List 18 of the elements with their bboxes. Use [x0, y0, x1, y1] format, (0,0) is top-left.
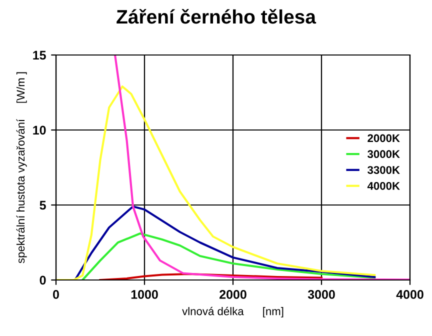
x-tick-label: 0	[53, 290, 59, 299]
y-tick-label: 0	[40, 276, 46, 285]
x-tick-label: 4000	[396, 290, 424, 299]
x-axis-title: vlnová délka [nm]	[182, 306, 284, 318]
legend-label: 4000K	[367, 182, 400, 190]
x-tick-label: 2000	[220, 290, 246, 299]
legend-label: 3000K	[368, 150, 400, 158]
x-tick-label: 3000	[308, 290, 335, 299]
legend-label: 2000K	[368, 134, 400, 142]
chart-title: Záření černého tělesa	[116, 9, 316, 24]
line-series	[74, 205, 376, 280]
line-series	[82, 232, 376, 280]
y-tick-label: 5	[40, 200, 46, 210]
y-tick-label: 15	[33, 50, 46, 60]
y-tick-label: 10	[33, 126, 46, 135]
y-axis-title: spektrální hustota vyzařování [W/m ]	[16, 72, 27, 264]
x-tick-label: 1000	[131, 290, 158, 299]
legend-label: 3300K	[368, 166, 400, 174]
